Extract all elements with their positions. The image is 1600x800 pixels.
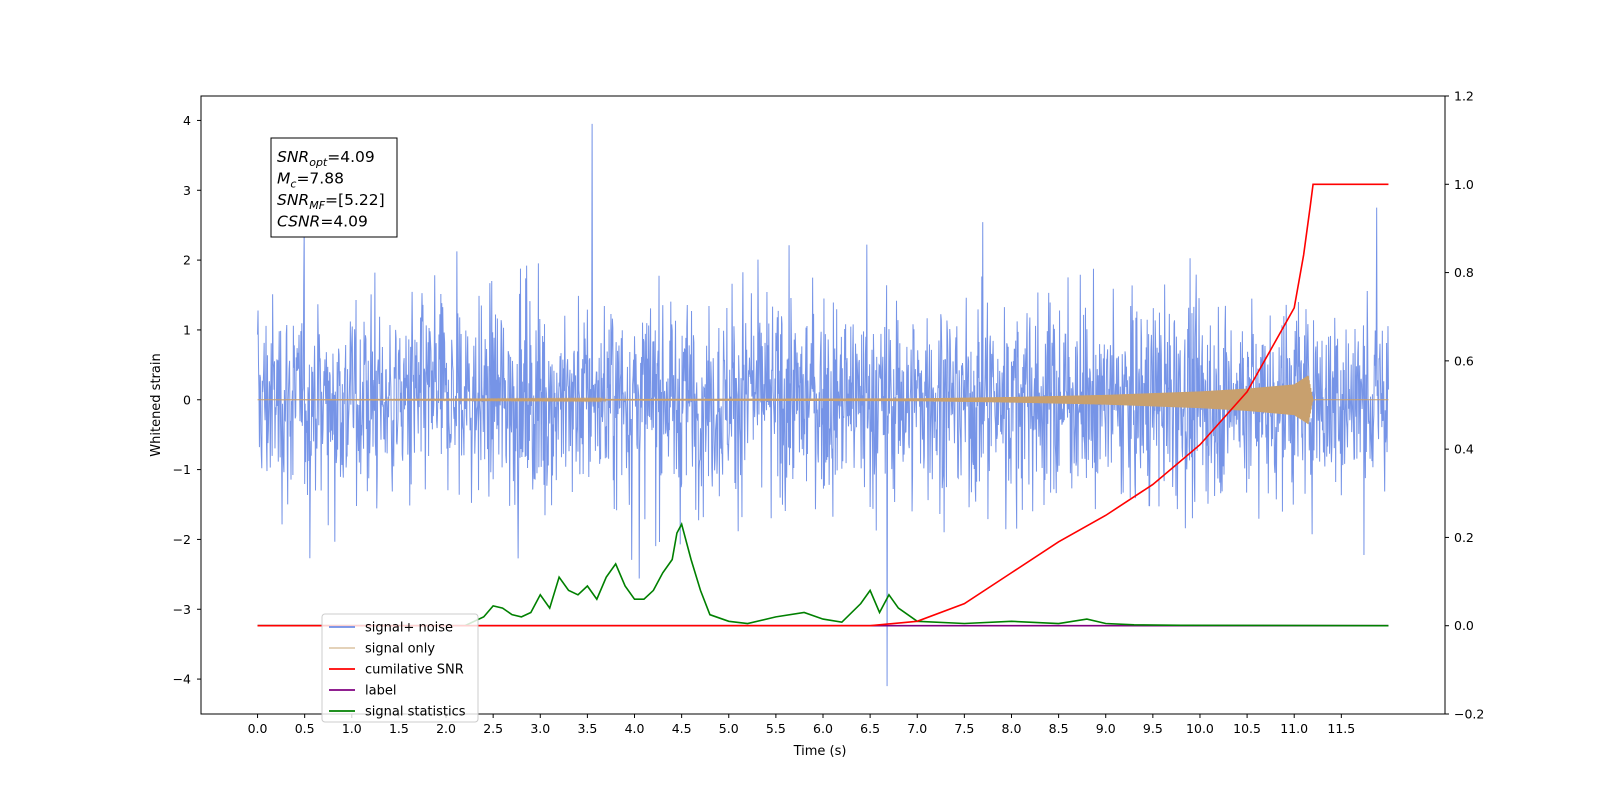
series-2-line bbox=[257, 183, 1389, 627]
series-4-line bbox=[257, 522, 1389, 627]
y2-tick-label: 0.4 bbox=[1454, 442, 1474, 457]
info-value: =4.09 bbox=[320, 213, 368, 231]
y-tick-label: 2 bbox=[183, 253, 191, 268]
y-tick-label: 3 bbox=[183, 183, 191, 198]
info-box-frame bbox=[270, 137, 398, 238]
x-tick-label: 6.5 bbox=[860, 721, 880, 736]
x-tick-label: 4.0 bbox=[625, 721, 645, 736]
info-subscript: MF bbox=[309, 199, 325, 212]
x-tick-label: 1.0 bbox=[342, 721, 362, 736]
y2-tick-label: 0.8 bbox=[1454, 265, 1474, 280]
y-tick-label: −1 bbox=[173, 462, 191, 477]
y2-tick-label: 1.2 bbox=[1454, 89, 1474, 104]
x-axis-label: Time (s) bbox=[793, 744, 847, 759]
y-tick-label: 1 bbox=[183, 322, 191, 337]
y-axis-label: Whitened strain bbox=[149, 353, 164, 456]
x-tick-label: 7.5 bbox=[954, 721, 974, 736]
x-tick-label: 3.5 bbox=[577, 721, 597, 736]
info-symbol: SNR bbox=[277, 148, 309, 166]
info-line: SNRMF=[5.22] bbox=[277, 191, 385, 212]
x-tick-label: 9.0 bbox=[1096, 721, 1116, 736]
info-symbol: SNR bbox=[277, 191, 309, 209]
legend-label: signal statistics bbox=[365, 705, 466, 720]
x-tick-label: 2.5 bbox=[483, 721, 503, 736]
y-tick-label: 0 bbox=[183, 392, 191, 407]
legend-items: signal+ noise signal only cumilative SNR la… bbox=[329, 621, 466, 720]
legend-label: label bbox=[365, 684, 396, 699]
x-tick-label: 3.0 bbox=[530, 721, 550, 736]
y-tick-label: 4 bbox=[183, 113, 191, 128]
y-tick-label: −2 bbox=[173, 532, 191, 547]
y2-tick-label: −0.2 bbox=[1454, 707, 1484, 722]
info-symbol: CSNR bbox=[277, 213, 320, 231]
x-tick-label: 9.5 bbox=[1143, 721, 1163, 736]
info-line: CSNR=4.09 bbox=[277, 213, 368, 231]
ticks-layer: 0.0 0.5 1.0 1.5 2.0 2.5 3.0 3.5 4.0 4.5 5.0 5.5 6.0 6… bbox=[173, 89, 1485, 737]
legend: signal+ noise signal only cumilative SNR la… bbox=[321, 613, 479, 723]
legend-label: cumilative SNR bbox=[365, 663, 464, 678]
legend-frame bbox=[321, 613, 479, 723]
info-value: =[5.22] bbox=[325, 191, 385, 209]
info-subscript: opt bbox=[309, 156, 328, 169]
x-tick-label: 5.5 bbox=[766, 721, 786, 736]
y2-tick-label: 0.6 bbox=[1454, 353, 1474, 368]
info-value: =4.09 bbox=[327, 148, 375, 166]
series-1-line bbox=[257, 375, 1389, 425]
x-tick-label: 0.0 bbox=[248, 721, 268, 736]
series-0-line bbox=[257, 123, 1389, 687]
x-tick-label: 2.0 bbox=[436, 721, 456, 736]
y2-tick-label: 0.0 bbox=[1454, 618, 1474, 633]
info-subscript: c bbox=[290, 178, 296, 191]
info-symbol: M bbox=[277, 170, 290, 188]
x-tick-label: 1.5 bbox=[389, 721, 409, 736]
x-tick-label: 7.0 bbox=[907, 721, 927, 736]
x-tick-label: 8.5 bbox=[1049, 721, 1069, 736]
x-tick-label: 11.5 bbox=[1327, 721, 1355, 736]
x-tick-label: 8.0 bbox=[1002, 721, 1022, 736]
x-tick-label: 10.0 bbox=[1186, 721, 1214, 736]
x-tick-label: 11.0 bbox=[1280, 721, 1308, 736]
x-tick-label: 10.5 bbox=[1233, 721, 1261, 736]
y2-tick-label: 1.0 bbox=[1454, 177, 1474, 192]
info-value: =7.88 bbox=[296, 170, 344, 188]
x-tick-label: 6.0 bbox=[813, 721, 833, 736]
x-tick-label: 4.5 bbox=[672, 721, 692, 736]
info-line: SNRopt=4.09 bbox=[277, 148, 375, 169]
info-line: Mc=7.88 bbox=[277, 170, 344, 191]
x-tick-label: 0.5 bbox=[295, 721, 315, 736]
legend-label: signal only bbox=[365, 642, 435, 657]
y-tick-label: −4 bbox=[173, 672, 191, 687]
y2-tick-label: 0.2 bbox=[1454, 530, 1474, 545]
x-tick-label: 5.0 bbox=[719, 721, 739, 736]
y-tick-label: −3 bbox=[173, 602, 191, 617]
legend-label: signal+ noise bbox=[365, 621, 453, 636]
